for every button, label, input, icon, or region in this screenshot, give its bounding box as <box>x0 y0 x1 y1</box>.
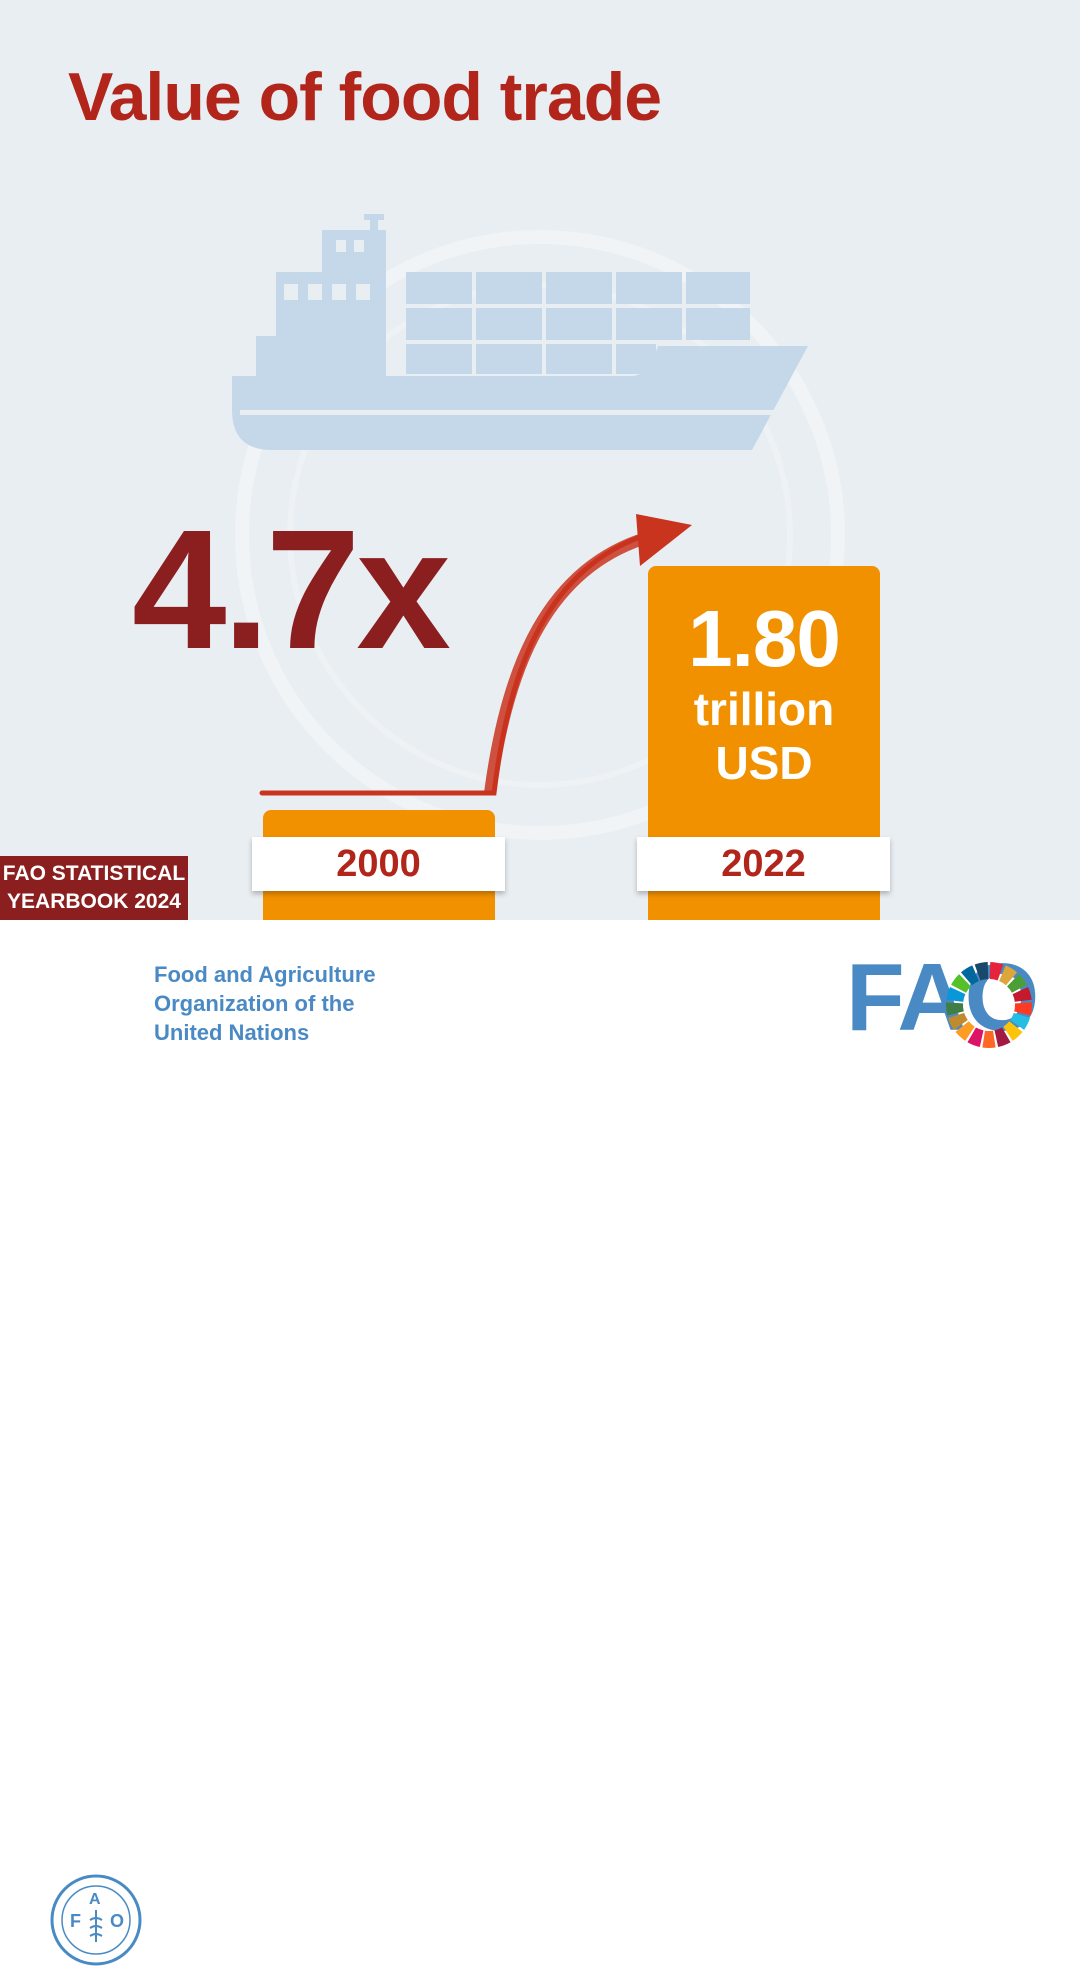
value-unit-line2: USD <box>715 737 813 789</box>
sdg-wheel-segment <box>994 1027 1011 1048</box>
cargo-ship-icon <box>232 214 808 450</box>
sdg-wheel-segment <box>946 987 966 1002</box>
bar-2022-value-label: 1.80 trillion USD <box>648 596 880 790</box>
sdg-wheel-segment <box>1012 987 1032 1002</box>
value-number: 1.80 <box>688 594 841 683</box>
yearbook-badge: FAO STATISTICAL YEARBOOK 2024 <box>0 856 188 920</box>
sdg-wheel-segment <box>974 962 989 981</box>
sdg-wheel-segment <box>948 1012 968 1030</box>
sdg-wheel-segment <box>967 1027 984 1048</box>
org-name-line-1: Food and Agriculture <box>154 962 376 987</box>
year-box-2022: 2022 <box>637 837 890 891</box>
org-name: Food and Agriculture Organization of the… <box>154 960 376 1047</box>
svg-text:O: O <box>110 1911 124 1931</box>
sdg-wheel-segment <box>999 965 1017 986</box>
badge-line-1: FAO STATISTICAL <box>2 862 186 885</box>
sdg-wheel-segment <box>989 962 1004 981</box>
footer: F A O Food and Agriculture Organization … <box>0 920 1080 1966</box>
badge-line-2: YEARBOOK 2024 <box>7 890 181 913</box>
svg-text:F: F <box>70 1911 81 1931</box>
sdg-wheel-segment <box>1010 1012 1030 1030</box>
sdg-wheel-segment <box>955 1021 975 1041</box>
tick-label-2022: 2022 <box>721 842 806 885</box>
sdg-wheel-segment <box>1003 1021 1023 1041</box>
sdg-wheel-segment <box>982 1030 996 1049</box>
sdg-wheel-segment <box>951 974 971 993</box>
tick-label-2000: 2000 <box>336 842 421 885</box>
growth-arrow-icon <box>259 514 692 796</box>
sdg-wheel-icon <box>945 962 1033 1049</box>
org-name-line-2: Organization of the <box>154 991 355 1016</box>
page-title: Value of food trade <box>68 59 662 135</box>
sdg-wheel-segment <box>1007 974 1027 993</box>
fao-emblem-icon: F A O <box>50 1874 142 1966</box>
year-box-2000: 2000 <box>252 837 505 891</box>
sdg-wheel-segment <box>1014 1002 1033 1016</box>
infographic-canvas: Value of food trade 4.7x 1.80 trillion U… <box>0 0 1080 920</box>
sdg-wheel-segment <box>961 965 979 986</box>
value-unit-line1: trillion <box>693 683 835 735</box>
growth-multiplier: 4.7x <box>132 495 451 685</box>
org-name-line-3: United Nations <box>154 1020 310 1045</box>
svg-text:A: A <box>89 1891 101 1908</box>
sdg-wheel-segment <box>945 1002 964 1016</box>
